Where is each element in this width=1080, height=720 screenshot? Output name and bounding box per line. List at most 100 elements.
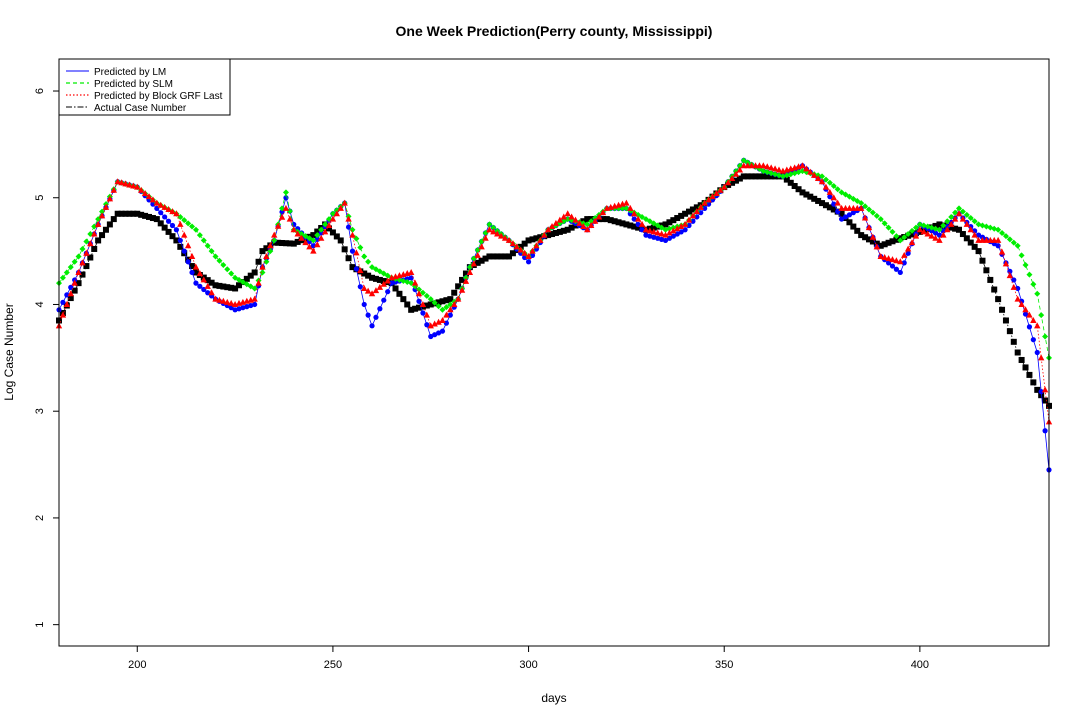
data-point xyxy=(185,259,191,265)
data-point xyxy=(873,243,881,250)
data-point xyxy=(826,188,834,195)
data-point xyxy=(866,236,872,243)
data-point xyxy=(106,221,113,228)
data-point xyxy=(983,267,990,274)
data-point xyxy=(591,217,599,224)
data-point xyxy=(1022,261,1029,268)
data-point xyxy=(267,242,274,249)
data-point xyxy=(971,243,978,250)
data-point xyxy=(929,228,935,234)
data-point xyxy=(639,227,645,233)
data-point xyxy=(302,239,309,246)
data-point xyxy=(435,330,442,336)
data-point xyxy=(102,226,109,233)
data-point xyxy=(1042,397,1049,404)
data-point xyxy=(924,230,931,237)
data-point xyxy=(189,223,196,230)
data-point xyxy=(251,269,258,276)
data-point xyxy=(948,213,955,220)
data-point xyxy=(556,216,564,223)
data-point xyxy=(1010,283,1017,290)
data-point xyxy=(552,229,559,236)
data-point xyxy=(1038,312,1045,319)
data-point xyxy=(212,253,219,260)
data-point xyxy=(736,166,744,173)
data-point xyxy=(145,193,153,200)
data-point xyxy=(126,210,133,217)
data-point xyxy=(67,264,74,271)
data-point xyxy=(224,266,231,273)
data-point xyxy=(1034,290,1041,297)
data-point xyxy=(142,212,149,219)
data-point xyxy=(564,226,571,233)
data-point xyxy=(560,213,567,220)
data-point xyxy=(936,221,943,228)
data-point xyxy=(314,241,321,248)
data-point xyxy=(936,236,943,243)
data-point xyxy=(365,258,372,265)
series-predicted-by-lm xyxy=(56,157,1052,473)
data-point xyxy=(71,287,78,294)
data-point xyxy=(282,240,289,247)
data-point xyxy=(205,290,211,296)
data-point xyxy=(658,230,665,237)
data-point xyxy=(693,208,701,215)
data-point xyxy=(275,239,282,246)
data-point xyxy=(263,252,270,259)
data-point xyxy=(416,286,422,293)
data-point xyxy=(509,240,517,247)
data-point xyxy=(529,236,536,243)
data-point xyxy=(799,162,806,169)
data-point xyxy=(157,201,164,208)
data-point xyxy=(411,279,419,286)
data-point xyxy=(345,215,352,222)
data-point xyxy=(361,301,367,308)
data-point xyxy=(216,257,223,264)
data-point xyxy=(991,286,998,293)
data-point xyxy=(760,162,767,169)
x-tick-label: 200 xyxy=(128,659,146,671)
data-point xyxy=(748,173,755,180)
data-point xyxy=(349,226,356,233)
data-point xyxy=(509,250,516,257)
data-point xyxy=(1041,386,1049,393)
data-point xyxy=(893,266,899,272)
data-point xyxy=(416,298,422,304)
data-point xyxy=(459,276,466,283)
data-point xyxy=(67,295,74,302)
data-point xyxy=(814,175,822,182)
data-point xyxy=(548,223,556,230)
y-tick-label: 5 xyxy=(34,195,46,201)
y-tick-label: 1 xyxy=(34,622,46,628)
data-point xyxy=(689,212,697,219)
data-point xyxy=(564,210,571,217)
data-point xyxy=(428,333,434,340)
data-point xyxy=(822,202,829,209)
data-point xyxy=(1022,311,1029,317)
data-point xyxy=(279,239,286,246)
data-point xyxy=(521,249,528,256)
data-point xyxy=(95,237,102,244)
data-point xyxy=(655,235,661,241)
data-point xyxy=(349,248,356,254)
data-point xyxy=(208,248,215,255)
legend-label-lm: Predicted by LM xyxy=(94,67,166,78)
data-point xyxy=(286,215,294,222)
data-point xyxy=(795,186,802,193)
data-point xyxy=(834,186,841,193)
data-point xyxy=(474,251,481,258)
data-point xyxy=(75,268,82,275)
data-point xyxy=(541,231,548,238)
data-point xyxy=(912,232,920,239)
data-point xyxy=(623,221,630,228)
data-point xyxy=(803,191,810,198)
data-point xyxy=(431,299,438,306)
data-point xyxy=(110,216,117,223)
data-point xyxy=(893,233,900,240)
data-point xyxy=(247,272,254,279)
data-point xyxy=(377,306,383,312)
data-point xyxy=(200,276,207,283)
data-point xyxy=(122,180,129,187)
data-point xyxy=(244,304,250,310)
data-point xyxy=(760,173,767,180)
